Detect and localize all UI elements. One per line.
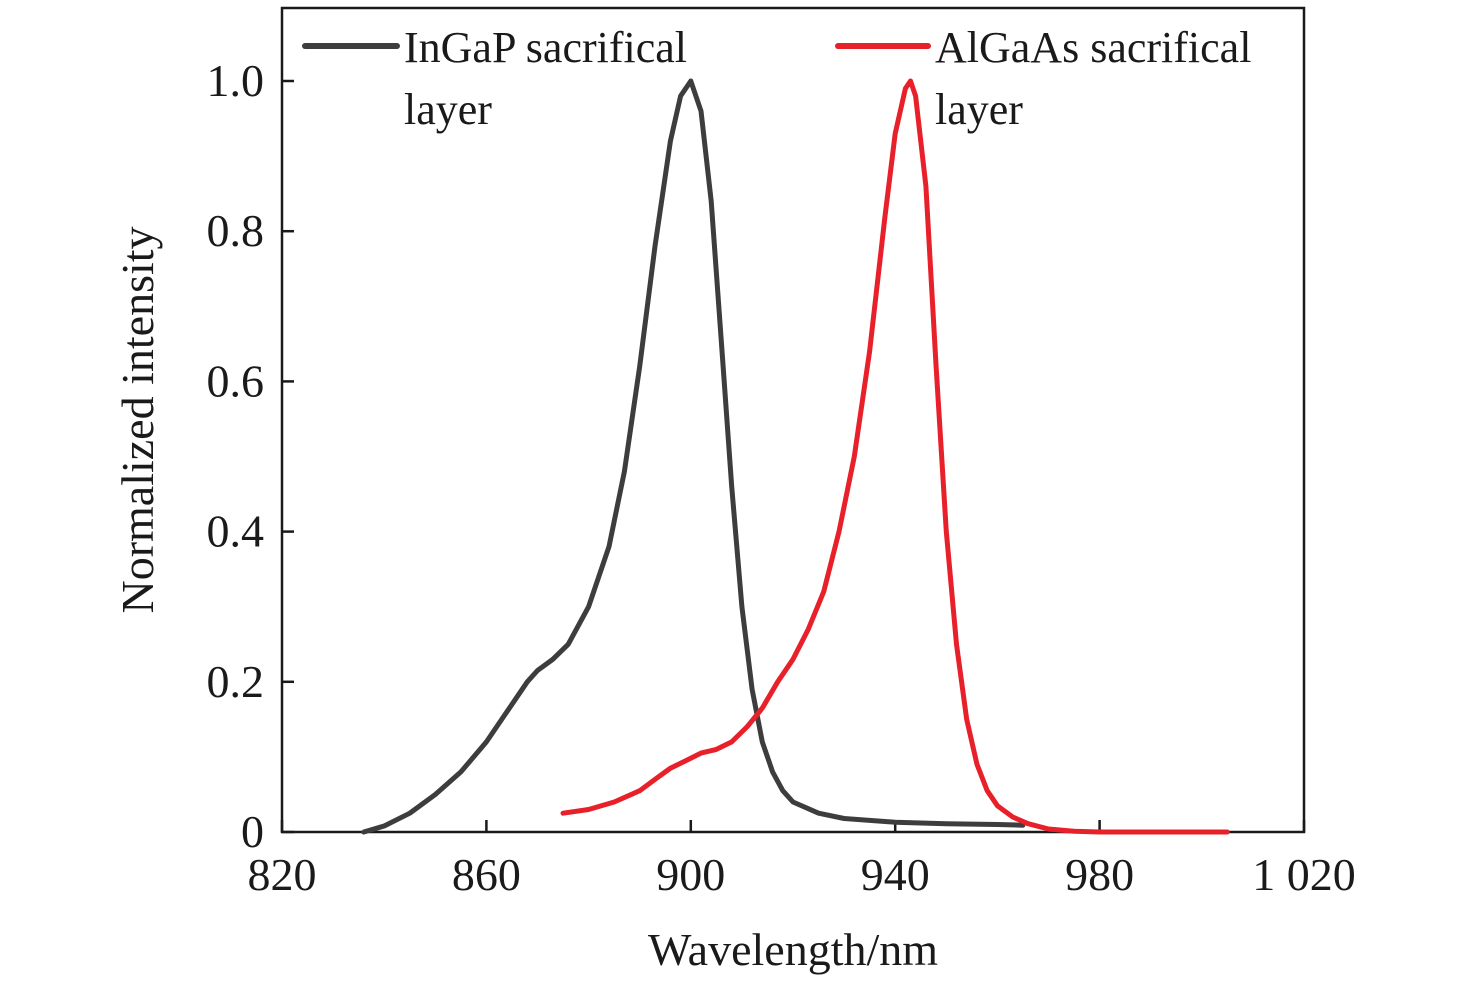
legend-label-algaas: AlGaAs sacrifical [935,23,1251,72]
series-line-ingap [361,78,1026,835]
plot-frame [280,6,1306,834]
legend: InGaP sacrifical layer AlGaAs sacrifical la… [302,23,1251,134]
y-tick-label: 0.2 [207,656,265,707]
x-tick-label: 860 [452,849,521,900]
series-layer [361,78,1230,835]
legend-label-algaas: layer [935,85,1023,134]
x-tick-label: 900 [656,849,725,900]
axis-tick-labels: 820 860 900 940 980 1 020 0 0.2 0.4 0.6 0.8 1.0 [207,55,1356,900]
y-tick-label: 1.0 [207,55,265,106]
x-tick-label: 1 020 [1252,849,1356,900]
legend-label-ingap: layer [404,85,492,134]
x-tick-label: 820 [248,849,317,900]
y-tick-label: 0 [241,806,264,857]
y-tick-label: 0.4 [207,506,265,557]
axis-ticks [280,79,1306,834]
legend-label-ingap: InGaP sacrifical [404,23,687,72]
x-axis-title: Wavelength/nm [648,924,938,975]
y-tick-label: 0.8 [207,205,265,256]
y-axis-title: Normalized intensity [112,226,163,613]
x-tick-label: 980 [1065,849,1134,900]
series-line-algaas [560,78,1230,835]
y-tick-label: 0.6 [207,355,265,406]
x-tick-label: 940 [861,849,930,900]
